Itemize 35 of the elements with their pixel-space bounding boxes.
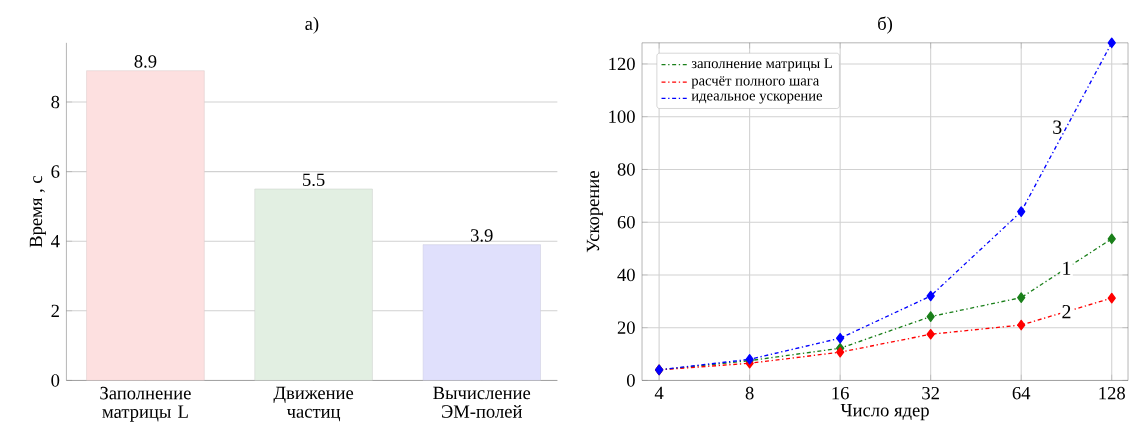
y-tick-label: 20 <box>617 321 635 334</box>
legend-label: расчёт полного шага <box>691 76 820 89</box>
data-label: 3.9 <box>470 229 493 242</box>
x-tick-label: 4 <box>654 386 664 400</box>
annotation: 1 <box>1063 261 1071 275</box>
y-tick-label: 0 <box>626 374 635 387</box>
y-tick-label: 8 <box>51 95 60 109</box>
y-tick-label: 40 <box>617 268 635 282</box>
x-tick-label: Вычисление ЭМ-полей <box>433 386 531 418</box>
x-tick-label: Заполнение матрицы L <box>100 386 191 422</box>
x-axis-title: Число ядер <box>840 404 929 421</box>
data-label: 8.9 <box>134 55 157 68</box>
y-tick-label: 120 <box>609 57 635 71</box>
annotation: 3 <box>1053 120 1062 134</box>
legend-label: идеальное ускорение <box>691 93 823 104</box>
data-label: 5.5 <box>303 173 325 186</box>
legend-label: заполнение матрицы L <box>691 58 832 72</box>
x-tick-label: 32 <box>922 386 939 400</box>
annotation: 2 <box>1062 304 1071 319</box>
y-tick-label: 100 <box>609 110 635 123</box>
chart-title: а) <box>305 16 319 34</box>
y-tick-label: 60 <box>617 215 635 229</box>
y-axis-title: Время , с <box>29 175 46 248</box>
x-tick-label: 16 <box>832 386 849 400</box>
y-tick-label: 6 <box>51 165 60 178</box>
y-axis-title: Ускорение <box>586 171 603 253</box>
x-tick-label: 128 <box>1099 386 1125 400</box>
x-tick-label: 8 <box>745 386 754 400</box>
x-tick-label: 64 <box>1012 386 1031 400</box>
y-tick-label: 4 <box>51 234 60 248</box>
y-tick-label: 2 <box>51 304 59 317</box>
chart-title: б) <box>878 16 893 34</box>
y-tick-label: 0 <box>51 374 60 387</box>
x-tick-label: Движение частиц <box>273 386 354 422</box>
y-tick-label: 80 <box>617 163 635 176</box>
